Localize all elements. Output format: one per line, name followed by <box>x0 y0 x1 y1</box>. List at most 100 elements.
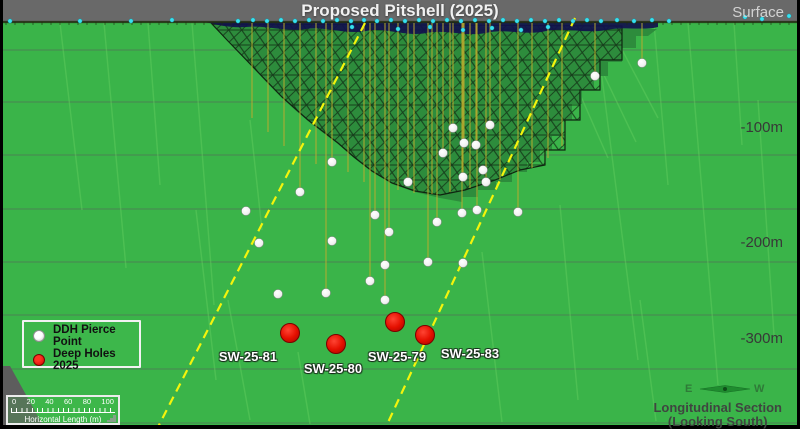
collar-point <box>264 18 270 24</box>
pierce-point <box>423 257 433 267</box>
scale-tick: 60 <box>63 397 73 406</box>
deep-hole-point <box>326 334 346 354</box>
legend-label: DDH Pierce Point <box>53 324 116 348</box>
pierce-point-legend-icon <box>33 330 45 342</box>
pierce-point <box>478 165 488 175</box>
collar-point <box>528 17 534 23</box>
collar-point <box>292 18 298 24</box>
pierce-point <box>458 172 468 182</box>
pierce-point <box>384 227 394 237</box>
collar-point <box>402 18 408 24</box>
deep-hole-point <box>415 325 435 345</box>
collar-point <box>430 18 436 24</box>
pierce-point <box>370 210 380 220</box>
collar-point <box>614 17 620 23</box>
pierce-point <box>295 187 305 197</box>
off-plane-drill-trace <box>195 209 217 381</box>
frame-left <box>0 0 3 429</box>
legend-item-deep-holes: Deep Holes 2025 <box>24 348 139 372</box>
collar-point <box>584 17 590 23</box>
depth-label-200m: -200m <box>740 234 783 251</box>
deep-hole-point <box>280 323 300 343</box>
collar-point <box>349 24 355 30</box>
drill-traces-group <box>251 23 643 296</box>
collar-point <box>7 18 13 24</box>
collar-point <box>235 18 241 24</box>
off-plane-drill-trace <box>559 204 579 401</box>
pierce-point <box>365 276 375 286</box>
collar-point <box>458 18 464 24</box>
scale-ruler <box>11 406 115 413</box>
collar-point <box>374 18 380 24</box>
pierce-point <box>432 217 442 227</box>
section-orientation-label: Longitudinal Section (Looking South) <box>653 401 782 429</box>
pierce-point <box>380 295 390 305</box>
scale-tick: 80 <box>82 397 92 406</box>
off-plane-drill-trace <box>617 41 659 119</box>
collar-point <box>395 26 401 32</box>
pierce-point <box>513 207 523 217</box>
collar-point <box>334 17 340 23</box>
off-plane-drill-trace <box>147 22 161 186</box>
collar-point <box>388 17 394 23</box>
collar-point <box>786 13 792 19</box>
off-plane-drill-trace <box>59 22 83 211</box>
collar-point <box>416 17 422 23</box>
pierce-point <box>273 289 283 299</box>
pierce-point <box>457 208 467 218</box>
off-plane-drill-trace <box>227 299 251 421</box>
scale-caption: Horizontal Length (m) <box>24 415 102 424</box>
collar-point <box>570 18 576 24</box>
hole-label: SW-25-80 <box>303 361 363 376</box>
collar-point <box>306 17 312 23</box>
collar-points-group <box>7 13 792 33</box>
section-limit-line <box>156 22 366 429</box>
pierce-point <box>321 288 331 298</box>
scale-bar: 0 20 40 60 80 100 Horizontal Length (m) <box>6 395 120 425</box>
corner-wedge <box>3 366 45 429</box>
collar-point <box>556 17 562 23</box>
surface-label: Surface <box>732 4 784 21</box>
pierce-point <box>472 205 482 215</box>
pierce-point <box>485 120 495 130</box>
collar-point <box>77 18 83 24</box>
off-plane-drill-trace <box>249 119 263 231</box>
collar-point <box>278 17 284 23</box>
collar-point <box>514 18 520 24</box>
pierce-points-group <box>241 58 647 305</box>
pierce-point <box>637 58 647 68</box>
collar-point <box>128 18 134 24</box>
scale-tick: 0 <box>12 397 17 406</box>
collar-point <box>518 27 524 33</box>
topography-line <box>0 20 800 25</box>
collar-point <box>427 24 433 30</box>
collar-point <box>545 24 551 30</box>
section-limit-line <box>384 17 576 429</box>
hole-label: SW-25-81 <box>218 349 278 364</box>
collar-point <box>486 18 492 24</box>
legend-item-pierce-point: DDH Pierce Point <box>24 324 139 348</box>
collar-point <box>759 16 765 22</box>
off-plane-drill-trace <box>639 299 657 422</box>
sky-band <box>0 0 800 22</box>
pierce-point <box>590 71 600 81</box>
hole-label: SW-25-79 <box>367 349 427 364</box>
scale-tick: 20 <box>26 397 35 406</box>
pierce-point <box>438 148 448 158</box>
pierce-point <box>458 258 468 268</box>
scale-tick: 40 <box>45 397 54 406</box>
collar-point <box>542 18 548 24</box>
pierce-point <box>254 238 264 248</box>
collar-point <box>666 18 672 24</box>
pierce-point <box>380 260 390 270</box>
pitshell-mesh <box>210 23 623 196</box>
depth-label-100m: -100m <box>740 119 783 136</box>
collar-point <box>598 18 604 24</box>
off-plane-drill-trace <box>733 22 743 146</box>
pierce-point <box>403 177 413 187</box>
compass-east-label: E <box>685 383 693 395</box>
collar-point <box>742 14 748 20</box>
frame-right <box>797 0 800 429</box>
off-plane-drill-trace <box>653 22 669 186</box>
off-plane-drill-trace <box>757 99 775 336</box>
